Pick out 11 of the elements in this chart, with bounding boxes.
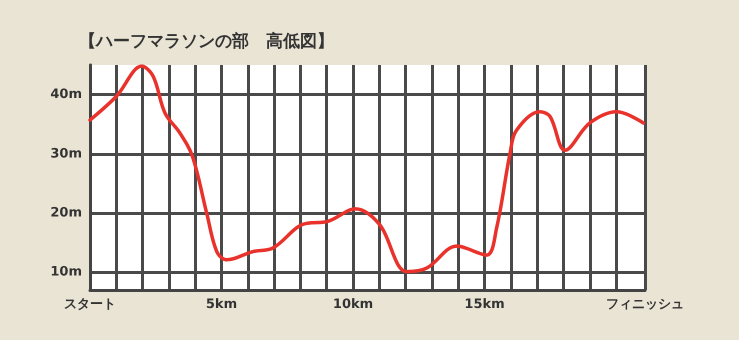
y-tick-label: 20m xyxy=(50,206,82,221)
x-tick-label: 5km xyxy=(206,297,238,312)
x-tick-label: 15km xyxy=(464,297,505,312)
line-series xyxy=(88,64,646,274)
x-tick-label: スタート xyxy=(64,297,116,312)
y-tick-label: 10m xyxy=(50,264,82,280)
y-tick-label: 30m xyxy=(50,146,82,162)
y-tick-label: 40m xyxy=(50,87,82,102)
chart-title: 【ハーフマラソンの部 高低図】 xyxy=(79,32,334,52)
x-tick-label: 10km xyxy=(332,297,374,312)
x-tick-label: フィニッシュ xyxy=(606,297,684,312)
